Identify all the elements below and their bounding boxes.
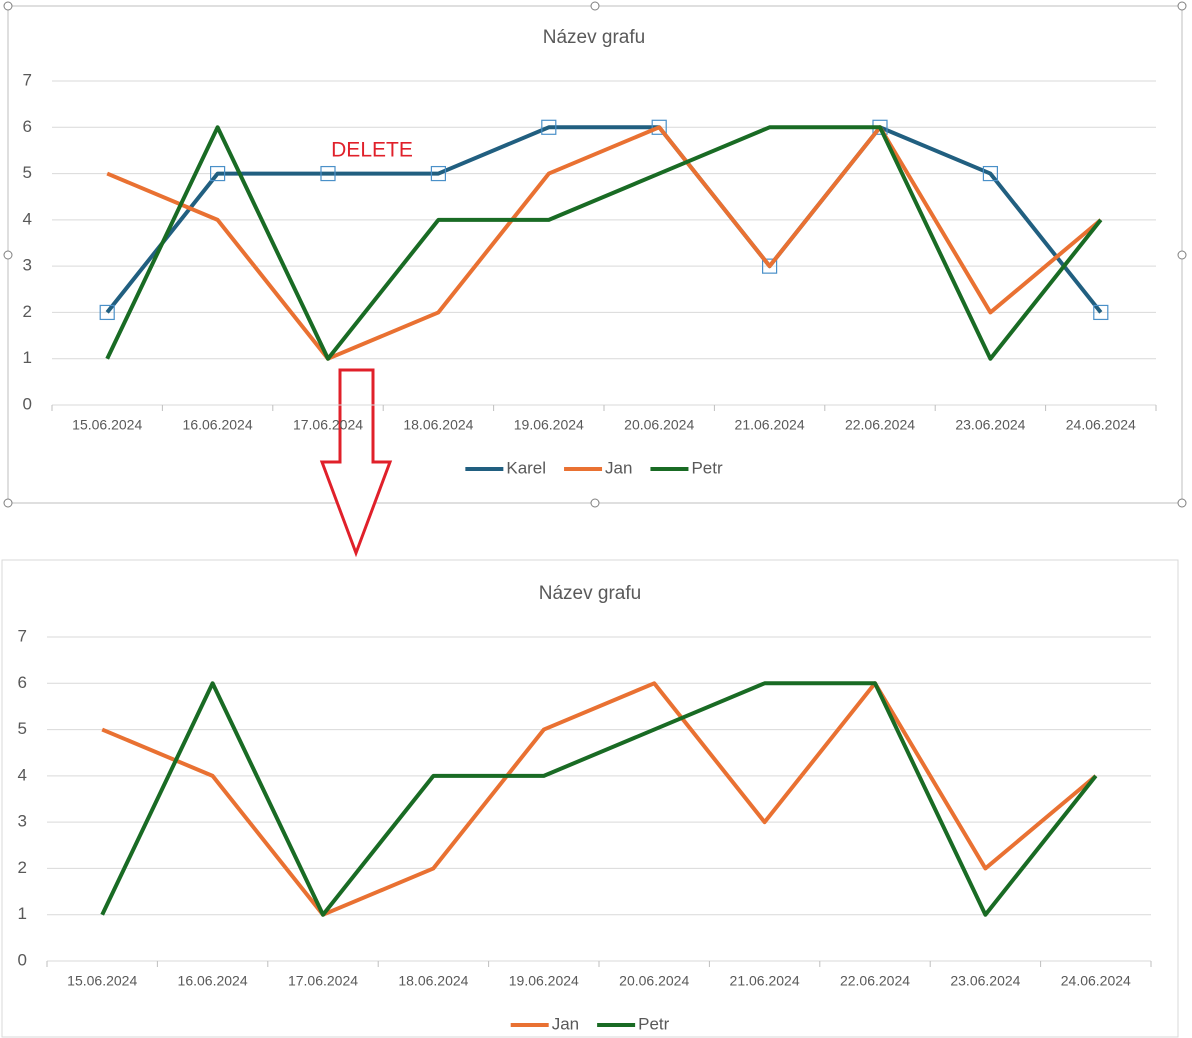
y-tick-label: 1: [18, 904, 27, 923]
point-selection: [982, 165, 999, 182]
series-line[interactable]: [105, 125, 1103, 314]
y-tick-label: 4: [23, 209, 32, 228]
chart-title: Název grafu: [543, 27, 645, 48]
series-line[interactable]: [100, 681, 1098, 917]
y-tick-label: 6: [23, 117, 32, 136]
x-tick-label: 16.06.2024: [178, 973, 248, 989]
legend-label: Karel: [506, 458, 546, 477]
legend-label: Jan: [605, 458, 632, 477]
chart-frame[interactable]: [1, 559, 1179, 1038]
arrow: [319, 368, 393, 558]
x-tick-label: 19.06.2024: [509, 973, 579, 989]
legend: Karel Jan Petr: [465, 458, 723, 477]
x-tick-label: 18.06.2024: [403, 417, 473, 433]
legend-label: Jan: [552, 1014, 579, 1033]
x-tick-label: 16.06.2024: [183, 417, 253, 433]
y-tick-label: 5: [18, 719, 27, 738]
series-line[interactable]: [101, 681, 1098, 917]
chart-title: Název grafu: [539, 583, 641, 604]
point-selection: [541, 119, 557, 135]
x-tick-label: 24.06.2024: [1061, 973, 1131, 989]
x-tick-label: 15.06.2024: [72, 417, 142, 433]
legend-label: Petr: [638, 1014, 670, 1033]
chart-frame-selected[interactable]: [7, 5, 1183, 504]
x-tick-label: 21.06.2024: [730, 973, 800, 989]
x-tick-label: 20.06.2024: [619, 973, 689, 989]
y-tick-label: 3: [18, 812, 27, 831]
x-tick-label: 17.06.2024: [288, 973, 358, 989]
x-tick-label: 17.06.2024: [293, 417, 363, 433]
x-tick-label: 24.06.2024: [1066, 417, 1136, 433]
y-tick-label: 1: [23, 348, 32, 367]
point-selection: [1093, 304, 1109, 321]
x-tick-label: 19.06.2024: [514, 417, 584, 433]
y-tick-label: 3: [23, 256, 32, 275]
x-tick-label: 23.06.2024: [950, 973, 1020, 989]
point-selection: [430, 165, 446, 182]
selection-handles[interactable]: [3, 1, 1187, 508]
point-selection: [210, 165, 226, 182]
y-tick-label: 0: [23, 394, 32, 413]
y-tick-label: 0: [18, 950, 27, 969]
y-tick-label: 7: [23, 70, 32, 89]
legend-label: Petr: [691, 458, 723, 477]
x-tick-label: 21.06.2024: [735, 417, 805, 433]
legend: Jan Petr: [510, 1014, 670, 1033]
point-selection: [320, 165, 336, 182]
y-tick-label: 5: [23, 163, 32, 182]
y-tick-label: 4: [18, 765, 27, 784]
x-tick-label: 22.06.2024: [840, 973, 910, 989]
y-tick-label: 6: [18, 673, 27, 692]
point-selection: [761, 258, 778, 274]
annotation: DELETE: [331, 139, 413, 162]
series-line[interactable]: [105, 125, 1103, 361]
y-tick-label: 7: [18, 626, 27, 645]
x-tick-label: 15.06.2024: [67, 973, 137, 989]
x-tick-label: 22.06.2024: [845, 417, 915, 433]
series-line[interactable]: [106, 125, 1103, 361]
x-tick-label: 20.06.2024: [624, 417, 694, 433]
y-tick-label: 2: [23, 302, 32, 321]
point-selection: [99, 304, 115, 321]
point-selection: [651, 119, 667, 135]
x-tick-label: 18.06.2024: [398, 973, 468, 989]
y-tick-label: 2: [18, 858, 27, 877]
x-tick-label: 23.06.2024: [955, 417, 1025, 433]
